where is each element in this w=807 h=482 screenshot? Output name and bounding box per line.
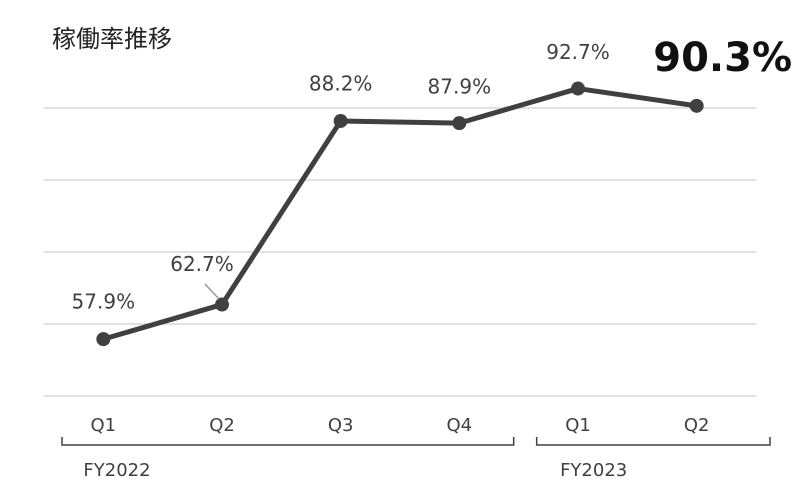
x-tick-label: Q1 — [565, 415, 591, 436]
x-tick-label: Q3 — [328, 415, 354, 436]
x-tick-label: Q2 — [209, 415, 235, 436]
value-label: 90.3% — [653, 35, 792, 81]
data-point — [452, 116, 467, 131]
data-point — [571, 81, 585, 96]
value-label: 92.7% — [546, 40, 610, 64]
x-tick-label: Q4 — [447, 415, 473, 436]
data-point — [333, 113, 348, 128]
data-point — [215, 297, 229, 312]
group-label: FY2023 — [560, 460, 627, 481]
leader-line — [204, 283, 220, 300]
chart-title: 稼働率推移 — [52, 25, 172, 53]
title-box — [40, 8, 400, 66]
data-line — [102, 86, 698, 342]
value-label: 87.9% — [428, 75, 492, 99]
x-tick-label: Q1 — [91, 415, 117, 436]
value-label: 88.2% — [309, 71, 373, 95]
group-bracket — [535, 437, 771, 446]
data-point — [689, 98, 704, 113]
value-label: 57.9% — [72, 290, 136, 314]
value-label: 62.7% — [170, 252, 234, 276]
x-tick-label: Q2 — [684, 415, 710, 436]
data-point — [96, 332, 111, 347]
group-label: FY2022 — [83, 460, 150, 481]
group-bracket — [61, 437, 515, 446]
